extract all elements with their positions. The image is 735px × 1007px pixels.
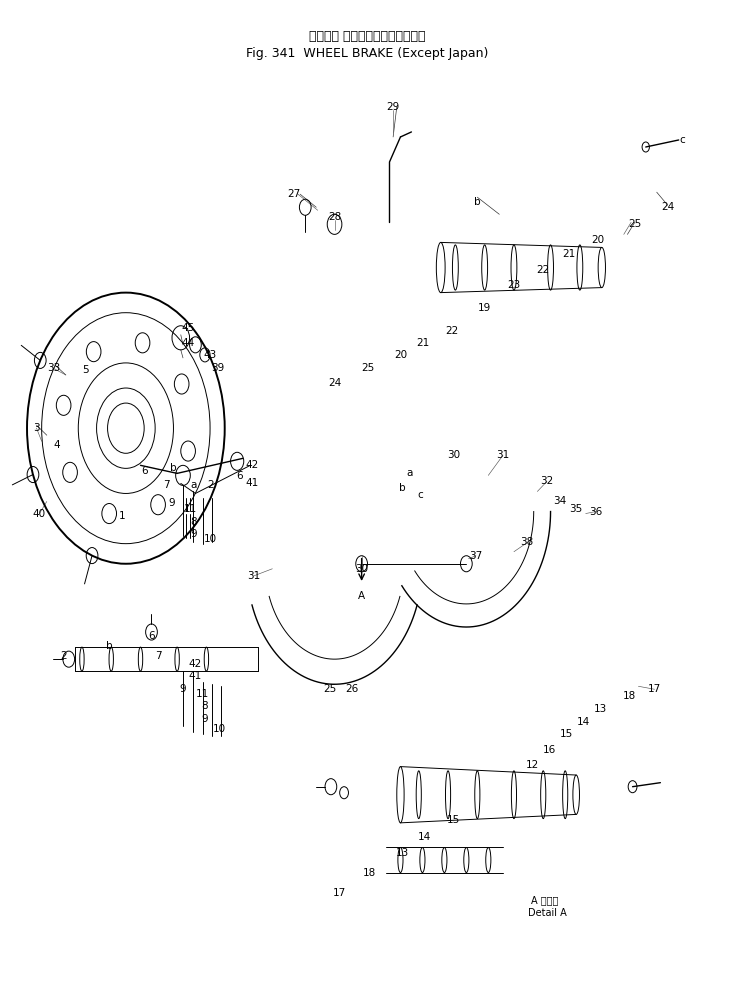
Text: 3: 3 [33, 423, 40, 433]
Text: 19: 19 [478, 303, 491, 313]
Text: 33: 33 [48, 363, 61, 373]
Text: 13: 13 [594, 704, 607, 714]
Text: 14: 14 [577, 717, 590, 727]
Text: 9: 9 [190, 529, 196, 539]
Text: 42: 42 [245, 460, 259, 470]
Text: 7: 7 [156, 652, 162, 662]
Text: b: b [107, 641, 113, 652]
Text: 12: 12 [526, 759, 539, 769]
Text: 43: 43 [204, 349, 217, 359]
Text: b: b [170, 463, 177, 473]
Text: 20: 20 [394, 349, 407, 359]
Text: 24: 24 [328, 378, 341, 388]
Text: 31: 31 [496, 450, 509, 460]
Text: 9: 9 [201, 714, 208, 724]
Text: 10: 10 [213, 724, 226, 734]
Text: 14: 14 [418, 832, 431, 842]
Text: a: a [190, 480, 196, 490]
Text: 15: 15 [448, 815, 461, 825]
Text: 34: 34 [553, 496, 566, 507]
Text: 8: 8 [190, 517, 196, 527]
Text: 40: 40 [33, 509, 46, 519]
Text: 36: 36 [589, 507, 603, 517]
Text: 1: 1 [119, 511, 126, 521]
Text: b: b [399, 483, 406, 493]
Text: 2: 2 [60, 652, 67, 662]
Text: A: A [358, 591, 365, 601]
Text: 24: 24 [661, 202, 674, 212]
Text: 31: 31 [248, 571, 261, 581]
Text: 32: 32 [540, 476, 553, 486]
Text: 25: 25 [323, 685, 336, 694]
Text: 13: 13 [396, 848, 409, 858]
Text: 18: 18 [362, 868, 376, 878]
Text: 15: 15 [560, 729, 573, 739]
Text: 11: 11 [196, 690, 209, 699]
Text: 29: 29 [387, 102, 400, 112]
Text: 20: 20 [592, 236, 605, 246]
Text: 9: 9 [179, 685, 186, 694]
Text: 6: 6 [148, 631, 155, 641]
Text: 37: 37 [469, 551, 482, 561]
Text: 9: 9 [168, 498, 175, 509]
Text: Detail A: Detail A [528, 908, 566, 918]
Text: 5: 5 [82, 365, 89, 375]
Text: c: c [417, 490, 423, 500]
Text: 18: 18 [623, 692, 637, 701]
Text: c: c [679, 135, 685, 145]
Text: 30: 30 [355, 564, 368, 574]
Text: 22: 22 [537, 265, 550, 275]
Text: Fig. 341  WHEEL BRAKE (Except Japan): Fig. 341 WHEEL BRAKE (Except Japan) [246, 47, 489, 60]
Text: 21: 21 [562, 250, 576, 260]
Text: 22: 22 [445, 326, 459, 335]
Text: 42: 42 [189, 660, 202, 670]
Text: 25: 25 [628, 220, 642, 230]
Text: 10: 10 [204, 534, 217, 544]
Text: 26: 26 [345, 685, 358, 694]
Text: a: a [406, 468, 413, 478]
Text: 6: 6 [141, 466, 148, 476]
Text: 7: 7 [163, 480, 170, 490]
Text: 17: 17 [333, 888, 346, 898]
Text: 38: 38 [520, 537, 534, 547]
Text: 8: 8 [201, 701, 208, 711]
Text: ホイール ブレーキ（海　外　向）: ホイール ブレーキ（海 外 向） [309, 30, 426, 43]
Text: 41: 41 [189, 672, 202, 681]
Text: 25: 25 [361, 363, 374, 373]
Text: 41: 41 [245, 478, 259, 488]
Text: 39: 39 [211, 363, 224, 373]
Text: 6: 6 [236, 471, 243, 481]
Text: 23: 23 [507, 280, 520, 290]
Text: 11: 11 [184, 504, 197, 514]
Text: 28: 28 [328, 212, 341, 223]
Text: A 部詳細: A 部詳細 [531, 895, 559, 905]
Text: 45: 45 [182, 323, 195, 332]
Text: 21: 21 [416, 337, 429, 347]
Text: 30: 30 [448, 450, 460, 460]
Text: 2: 2 [207, 480, 213, 490]
Text: b: b [474, 197, 481, 207]
Text: 16: 16 [542, 744, 556, 754]
Text: 35: 35 [570, 504, 583, 514]
Text: 4: 4 [53, 440, 60, 450]
Text: 17: 17 [648, 685, 662, 694]
Text: 44: 44 [182, 337, 195, 347]
Text: 27: 27 [287, 189, 301, 199]
